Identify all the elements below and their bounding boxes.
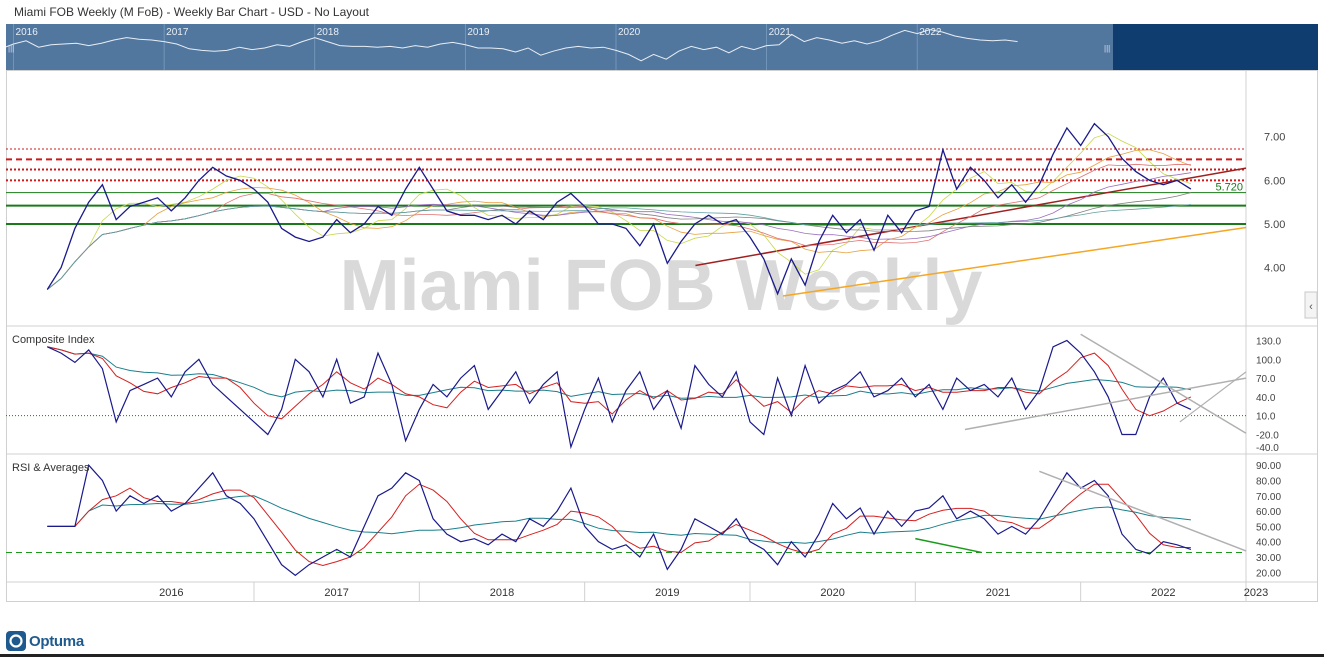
composite-tick-label: 130.0: [1256, 337, 1281, 348]
price-tick-label: 7.00: [1264, 132, 1285, 144]
price-tick-label: 6.00: [1264, 175, 1285, 187]
price-tick-label: 5.00: [1264, 219, 1285, 231]
composite-trendline-rising[interactable]: [964, 377, 1247, 431]
date-axis-label: 2023: [1244, 587, 1268, 599]
date-axis: 2016 2017 2018 2019 2020 2021 2022 2023: [159, 582, 1268, 602]
watermark: Miami FOB Weekly: [340, 246, 983, 326]
price-moving-average-40: [47, 204, 1191, 290]
overview-price-line: [6, 29, 1018, 62]
composite-tick-label: -20.0: [1256, 430, 1279, 441]
optuma-logo: Optuma: [6, 630, 84, 652]
overview-future-area: [1113, 24, 1318, 70]
optuma-logo-icon: [6, 631, 26, 651]
composite-index-line[interactable]: [47, 339, 1192, 450]
date-axis-label: 2018: [490, 587, 514, 599]
rsi-tick-label: 80.00: [1256, 476, 1281, 487]
overview-left-handle[interactable]: |||: [8, 44, 14, 53]
composite-index-panel[interactable]: 130.0 100.0 70.0 40.0 10.0 -20.0 -40.0: [6, 333, 1281, 454]
price-tick-label: 4.00: [1264, 263, 1285, 275]
chart-area[interactable]: Miami FOB Weekly 7.00 6.00 5.00 4.00 5.720 1…: [6, 70, 1318, 602]
rsi-tick-label: 70.00: [1256, 492, 1281, 503]
composite-tick-label: -40.0: [1256, 443, 1279, 454]
svg-text:|||: |||: [1104, 44, 1110, 53]
date-axis-label: 2017: [324, 587, 348, 599]
composite-tick-label: 40.0: [1256, 393, 1276, 404]
date-axis-label: 2021: [986, 587, 1010, 599]
price-moving-average-4: [47, 133, 1192, 290]
composite-trendline-short[interactable]: [1179, 371, 1247, 423]
date-axis-label: 2019: [655, 587, 679, 599]
rsi-short-average: [47, 483, 1191, 567]
overview-year-label: 2020: [618, 27, 641, 38]
date-axis-label: 2022: [1151, 587, 1175, 599]
overview-window[interactable]: [6, 24, 1113, 70]
bottom-border: [0, 654, 1324, 657]
svg-text:|||: |||: [8, 44, 14, 53]
composite-tick-label: 70.0: [1256, 374, 1276, 385]
price-line[interactable]: [46, 122, 1192, 296]
chevron-left-icon: ‹: [1309, 301, 1313, 313]
collapse-panel-button[interactable]: ‹: [1304, 291, 1318, 319]
price-moving-average-8: [47, 149, 1192, 290]
composite-tick-label: 10.0: [1256, 412, 1276, 423]
composite-tick-label: 100.0: [1256, 355, 1281, 366]
overview-year-label: 2022: [919, 27, 942, 38]
rsi-tick-label: 30.00: [1256, 553, 1281, 564]
overview-right-handle[interactable]: |||: [1104, 44, 1110, 53]
price-moving-average-13: [47, 163, 1191, 290]
overview-navigator[interactable]: 2016 2017 2018 2019 2020 2021 2022 ||| |||: [6, 24, 1318, 70]
rsi-panel[interactable]: 90.00 80.00 70.00 60.00 50.00 40.00 30.00 20.00: [6, 461, 1281, 579]
rsi-tick-label: 50.00: [1256, 522, 1281, 533]
rsi-label: RSI & Averages: [12, 462, 90, 474]
date-axis-label: 2020: [820, 587, 844, 599]
rsi-tick-label: 40.00: [1256, 538, 1281, 549]
rsi-line[interactable]: [47, 463, 1192, 577]
last-value-label: 5.720: [1215, 182, 1243, 194]
rsi-trendline-falling[interactable]: [1039, 470, 1247, 552]
composite-trendline-falling[interactable]: [1080, 333, 1247, 434]
rsi-long-average: [47, 495, 1191, 544]
optuma-logo-text: Optuma: [29, 632, 84, 650]
overview-year-label: 2016: [16, 27, 39, 38]
date-axis-label: 2016: [159, 587, 183, 599]
composite-long-average: [47, 346, 1191, 399]
overview-year-label: 2019: [467, 27, 490, 38]
trendline-orange[interactable]: [782, 226, 1247, 297]
overview-year-label: 2017: [166, 27, 189, 38]
composite-index-label: Composite Index: [12, 334, 95, 346]
rsi-tick-label: 90.00: [1256, 461, 1281, 472]
chart-title: Miami FOB Weekly (M FoB) - Weekly Bar Ch…: [14, 5, 369, 19]
rsi-trendline-green[interactable]: [915, 537, 982, 554]
rsi-tick-label: 60.00: [1256, 507, 1281, 518]
rsi-tick-label: 20.00: [1256, 568, 1281, 579]
overview-year-label: 2018: [317, 27, 340, 38]
overview-year-label: 2021: [769, 27, 792, 38]
price-panel[interactable]: 7.00 6.00 5.00 4.00 5.720: [6, 122, 1285, 297]
